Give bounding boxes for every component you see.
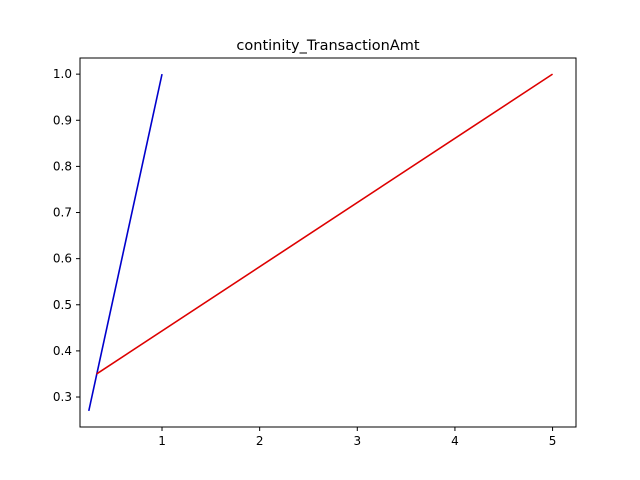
y-tick-label: 0.6 xyxy=(53,252,72,266)
series-group xyxy=(88,73,554,412)
y-tick-label: 0.4 xyxy=(53,344,72,358)
series-line-1 xyxy=(88,73,163,412)
y-tick-label: 0.3 xyxy=(53,390,72,404)
series-line-2 xyxy=(96,73,554,375)
x-axis: 1 2 3 4 5 xyxy=(158,427,556,448)
x-tick-label: 1 xyxy=(158,434,166,448)
y-axis: 0.3 0.4 0.5 0.6 0.7 0.8 0.9 1.0 xyxy=(53,67,80,404)
y-tick-label: 0.7 xyxy=(53,206,72,220)
chart-title: continity_TransactionAmt xyxy=(236,38,419,54)
x-tick-label: 3 xyxy=(353,434,361,448)
y-tick-label: 0.5 xyxy=(53,298,72,312)
y-tick-label: 0.8 xyxy=(53,159,72,173)
plot-area-frame xyxy=(79,57,577,428)
y-tick-label: 1.0 xyxy=(53,67,72,81)
y-tick-label: 0.9 xyxy=(53,113,72,127)
x-tick-label: 5 xyxy=(549,434,557,448)
x-tick-label: 2 xyxy=(256,434,264,448)
x-tick-label: 4 xyxy=(451,434,459,448)
